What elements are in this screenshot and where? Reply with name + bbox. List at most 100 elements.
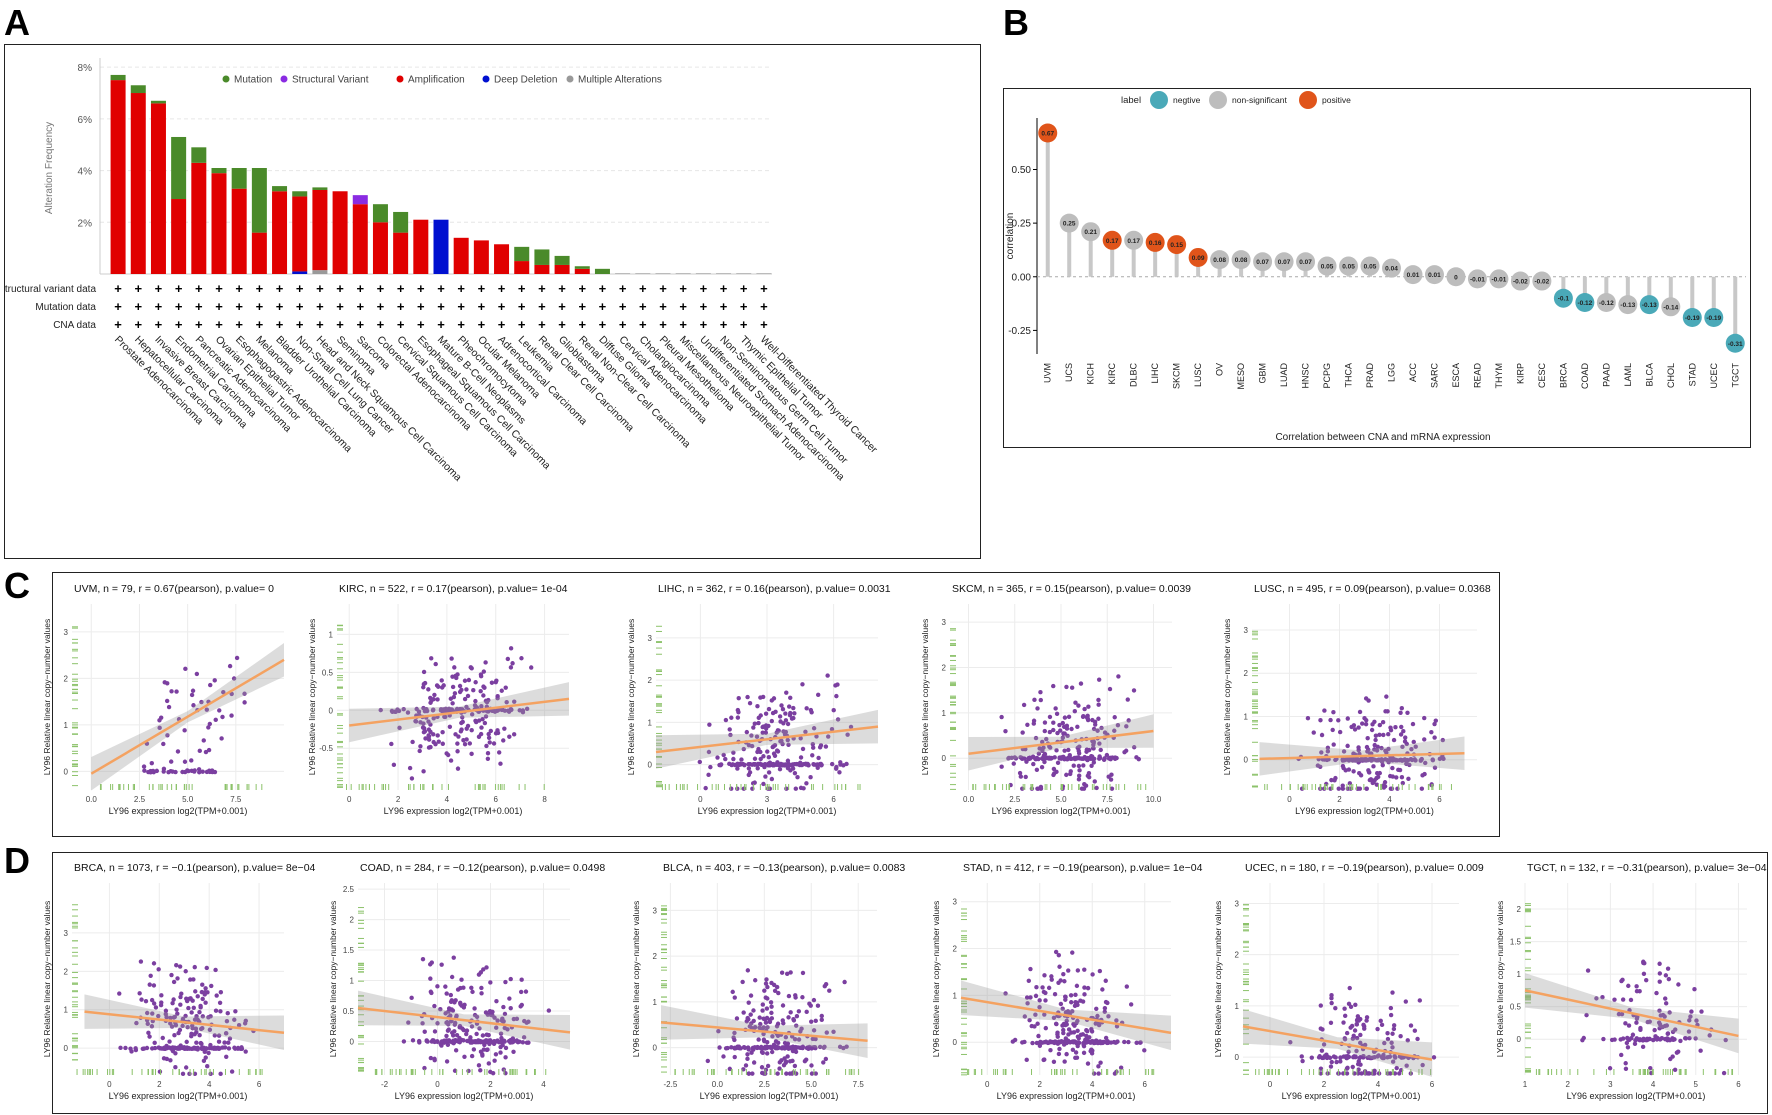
data-point (1350, 1064, 1355, 1070)
y-tick-label: 1 (953, 991, 958, 1000)
data-availability-mark: + (599, 281, 607, 296)
data-point (831, 708, 836, 713)
x-tick-label: 10.0 (1146, 795, 1162, 804)
data-point (510, 661, 515, 666)
data-point (1073, 1039, 1078, 1045)
data-point (1072, 709, 1078, 714)
data-point (197, 1010, 202, 1015)
data-point (1047, 729, 1053, 735)
data-point (462, 742, 468, 747)
value-label: 0.67 (1041, 131, 1054, 138)
data-point (1318, 1003, 1323, 1008)
data-point (447, 724, 453, 730)
data-point (1097, 754, 1102, 759)
legend-swatch (280, 75, 288, 83)
data-point (492, 709, 497, 714)
data-point (782, 1056, 787, 1061)
data-point (190, 688, 196, 693)
data-point (508, 646, 514, 651)
data-point (1041, 989, 1047, 995)
data-point (1322, 1053, 1327, 1059)
value-label: 0 (1454, 274, 1458, 281)
data-availability-mark: + (397, 317, 405, 332)
data-point (775, 1071, 780, 1076)
data-point (835, 682, 840, 687)
data-point (1372, 757, 1377, 762)
data-point (735, 715, 741, 720)
data-point (1053, 706, 1058, 711)
data-point (389, 741, 394, 747)
data-point (1091, 746, 1096, 751)
data-point (999, 714, 1004, 720)
data-point (734, 1016, 740, 1021)
data-point (204, 965, 209, 971)
data-point (769, 1049, 775, 1055)
lollipop-point (1682, 308, 1702, 328)
data-point (1082, 967, 1087, 972)
data-point (492, 1038, 497, 1044)
fit-line (90, 658, 285, 775)
data-point (466, 677, 472, 683)
data-availability-mark: + (114, 299, 122, 314)
data-point (175, 749, 181, 754)
data-point (802, 1058, 808, 1064)
data-point (1064, 1022, 1069, 1027)
data-point (1054, 711, 1060, 717)
data-point (378, 707, 383, 713)
data-availability-mark: + (195, 317, 203, 332)
legend-swatch (566, 75, 574, 83)
data-point (1668, 1056, 1673, 1062)
data-point (494, 998, 499, 1004)
data-point (428, 744, 433, 750)
data-point (1354, 1022, 1360, 1027)
data-point (1097, 741, 1102, 746)
data-point (167, 1039, 172, 1044)
bar-segment (393, 211, 409, 233)
data-point (1385, 1031, 1390, 1036)
data-point (391, 762, 397, 768)
data-point (452, 1038, 457, 1043)
data-point (1379, 745, 1384, 751)
data-point (226, 1040, 231, 1045)
data-point (749, 733, 754, 738)
data-point (784, 786, 789, 791)
data-point (1080, 714, 1086, 719)
data-availability-mark: + (316, 299, 324, 314)
x-tick-label: -2 (381, 1080, 389, 1089)
data-point (1657, 961, 1662, 966)
x-tick-label: 6 (1437, 795, 1442, 804)
data-point (1136, 756, 1141, 762)
category-label: LUAD (1279, 363, 1289, 388)
data-point (428, 1055, 434, 1061)
data-point (452, 691, 458, 696)
y-tick-label: 3 (64, 929, 69, 938)
data-point (1300, 1058, 1305, 1064)
y-tick-label: 1 (653, 998, 658, 1007)
bar-segment (332, 191, 348, 274)
data-availability-mark: + (478, 281, 486, 296)
data-point (741, 1010, 746, 1015)
data-point (811, 762, 816, 767)
data-point (1404, 759, 1409, 764)
x-tick-label: 6 (257, 1080, 262, 1089)
y-tick-label: 3 (1244, 626, 1249, 635)
data-point (156, 1045, 161, 1050)
data-point (1124, 724, 1129, 729)
data-point (175, 1011, 180, 1016)
lollipop-point (1145, 232, 1165, 252)
data-point (424, 708, 430, 714)
data-point (1333, 757, 1338, 763)
data-point (1683, 1035, 1688, 1041)
data-point (239, 1045, 244, 1050)
data-point (1122, 1039, 1127, 1045)
data-point (183, 1013, 188, 1019)
data-point (1640, 1044, 1646, 1050)
data-point (480, 1033, 486, 1038)
y-tick-label: 2 (350, 916, 355, 925)
data-point (188, 977, 193, 982)
data-point (715, 755, 720, 760)
data-point (1091, 726, 1097, 732)
data-point (439, 678, 444, 683)
lollipop-point (1424, 265, 1444, 285)
y-tick-label: 2 (1244, 669, 1249, 678)
